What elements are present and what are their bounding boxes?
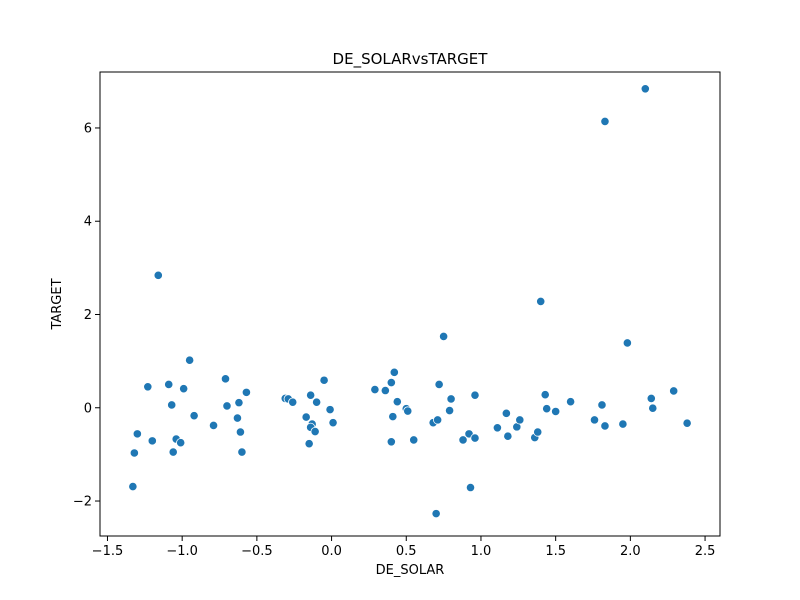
- data-point: [310, 426, 320, 437]
- data-point: [566, 397, 576, 407]
- data-point: [392, 397, 402, 407]
- x-axis-label: DE_SOLAR: [376, 563, 445, 578]
- data-point: [386, 377, 396, 388]
- x-tick-label: −0.5: [241, 544, 273, 559]
- data-point: [533, 427, 543, 437]
- x-tick-label: 0.5: [396, 544, 417, 559]
- data-point: [515, 415, 525, 425]
- data-point: [540, 390, 550, 400]
- x-tick-label: −1.5: [92, 544, 124, 559]
- y-tick-label: −2: [73, 495, 92, 510]
- data-point: [319, 375, 329, 385]
- data-point: [409, 435, 419, 445]
- x-tick-label: 0.0: [321, 544, 342, 559]
- data-point: [589, 415, 600, 425]
- data-point: [132, 429, 142, 439]
- data-point: [185, 355, 195, 365]
- data-point: [237, 447, 247, 457]
- data-point: [439, 331, 449, 342]
- data-point: [431, 509, 441, 519]
- data-point: [176, 438, 186, 448]
- data-point: [600, 421, 610, 431]
- data-point: [241, 387, 252, 397]
- y-tick-label: 4: [84, 215, 92, 230]
- data-point: [304, 439, 314, 449]
- y-tick-label: 6: [84, 121, 92, 136]
- data-point: [597, 400, 607, 410]
- data-point: [232, 413, 243, 423]
- data-point: [622, 338, 632, 348]
- data-point: [470, 390, 480, 400]
- x-axis-ticks: −1.5 −1.0 −0.5 0.0 0.5 1.0 1.5 2.0 2.5: [92, 536, 716, 559]
- data-point: [288, 397, 298, 407]
- data-point: [179, 384, 189, 394]
- data-point: [492, 423, 502, 433]
- data-point: [306, 390, 316, 400]
- x-tick-label: 2.5: [695, 544, 716, 559]
- data-points: [128, 84, 692, 519]
- data-point: [388, 412, 398, 422]
- data-point: [189, 411, 199, 421]
- data-point: [465, 482, 476, 493]
- data-point: [536, 296, 546, 307]
- data-point: [501, 408, 511, 418]
- data-point: [640, 84, 650, 94]
- data-point: [312, 397, 322, 407]
- x-tick-label: 1.0: [471, 544, 492, 559]
- data-point: [129, 448, 139, 458]
- data-point: [648, 403, 658, 413]
- data-point: [433, 415, 443, 425]
- data-point: [434, 379, 444, 390]
- data-point: [389, 367, 399, 377]
- data-point: [542, 404, 552, 414]
- data-point: [164, 379, 174, 390]
- data-point: [618, 419, 628, 429]
- y-axis-ticks: −2 0 2 4 6: [73, 121, 100, 510]
- chart-title: DE_SOLARvsTARGET: [333, 50, 489, 69]
- data-point: [143, 382, 153, 392]
- data-point: [646, 393, 656, 404]
- data-point: [167, 400, 177, 410]
- data-point: [470, 433, 480, 443]
- data-point: [458, 435, 468, 445]
- data-point: [222, 401, 232, 411]
- data-point: [153, 270, 163, 280]
- data-point: [503, 431, 513, 441]
- data-point: [403, 406, 413, 416]
- data-point: [380, 385, 390, 396]
- data-point: [234, 398, 244, 408]
- data-point: [386, 437, 396, 447]
- data-point: [682, 418, 692, 428]
- data-point: [301, 412, 311, 422]
- data-point: [235, 427, 246, 437]
- y-tick-label: 2: [84, 308, 92, 323]
- x-tick-label: −1.0: [166, 544, 198, 559]
- data-point: [208, 420, 219, 431]
- y-axis-label: TARGET: [50, 278, 65, 330]
- data-point: [220, 374, 231, 384]
- x-tick-label: 2.0: [620, 544, 641, 559]
- y-tick-label: 0: [84, 401, 92, 416]
- data-point: [325, 405, 335, 415]
- data-point: [147, 436, 157, 446]
- data-point: [551, 406, 561, 417]
- x-tick-label: 1.5: [545, 544, 566, 559]
- data-point: [128, 481, 138, 492]
- data-point: [669, 386, 679, 396]
- data-point: [444, 405, 455, 416]
- data-point: [600, 116, 610, 127]
- data-point: [328, 418, 338, 428]
- data-point: [446, 394, 456, 404]
- plot-area-frame: [99, 71, 721, 537]
- data-point: [370, 384, 380, 395]
- data-point: [168, 447, 178, 457]
